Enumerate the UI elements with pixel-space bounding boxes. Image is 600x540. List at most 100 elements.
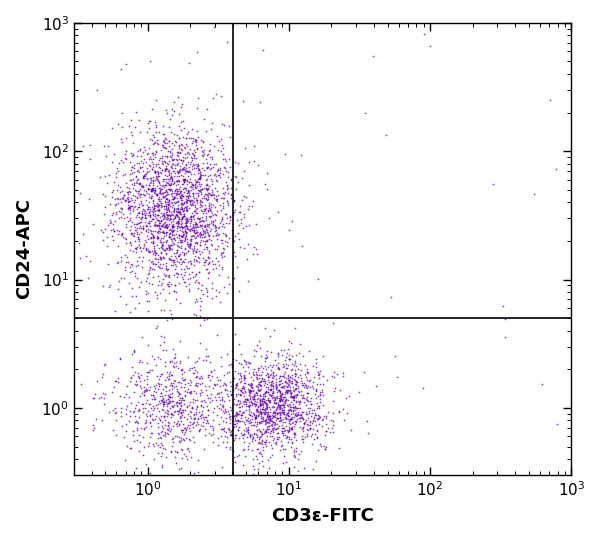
Point [166,179,176,187]
Point [251,451,261,460]
Point [178,227,187,235]
Point [113,181,123,190]
Point [296,360,305,368]
Point [142,175,151,184]
Point [283,382,292,391]
Point [275,410,285,418]
Point [272,409,282,417]
Point [213,230,223,239]
Point [260,428,270,436]
Point [176,232,186,240]
Point [302,383,311,392]
Point [191,373,201,381]
Point [181,222,191,231]
Point [132,436,142,444]
Point [265,453,275,462]
Point [193,297,202,306]
Point [284,226,294,235]
Point [217,425,226,434]
Point [144,266,154,274]
Point [278,360,287,369]
Point [178,435,188,444]
Point [253,160,263,169]
Point [272,383,281,391]
Point [176,383,185,391]
Point [262,402,271,411]
Point [226,183,235,192]
Point [137,180,146,189]
Point [199,233,209,241]
Point [149,242,158,251]
Point [253,405,262,414]
Point [284,422,293,431]
Point [298,381,307,389]
Point [212,195,221,204]
Point [169,220,178,228]
Point [116,404,126,413]
Point [262,411,272,420]
Point [188,200,198,209]
Point [123,200,133,209]
Point [275,446,285,455]
Point [282,388,292,397]
Point [298,432,307,441]
Point [125,246,135,254]
Point [178,199,187,207]
Point [181,387,190,395]
Point [167,393,176,402]
Point [104,408,114,416]
Point [223,407,232,416]
Point [123,204,133,212]
Point [171,210,181,219]
Point [191,219,200,227]
Point [167,148,177,157]
Point [107,387,116,396]
Point [227,426,236,435]
Point [245,432,254,441]
Point [172,254,181,262]
Point [108,186,118,194]
Point [123,193,133,201]
Point [274,416,284,425]
Point [122,179,131,187]
Point [206,190,216,199]
Point [148,163,158,172]
Point [98,372,107,381]
Point [148,233,157,241]
Point [181,168,190,177]
Point [173,270,183,279]
Point [140,242,149,251]
Point [148,239,158,247]
Point [127,127,136,136]
Point [272,433,282,441]
Point [146,176,155,185]
Point [108,406,118,414]
Point [212,225,221,234]
Point [199,230,208,238]
Point [186,237,196,246]
Point [257,449,266,458]
Point [159,201,169,210]
Point [134,447,143,456]
Point [202,416,212,424]
Point [191,200,200,209]
Point [220,155,230,164]
Point [166,409,176,417]
Point [166,252,175,260]
Point [172,401,182,409]
Point [251,407,261,415]
Point [188,397,198,406]
Point [267,391,277,400]
Point [213,256,223,265]
Point [287,370,297,379]
Point [141,286,151,295]
Point [244,403,254,411]
Point [182,148,191,157]
Point [248,197,257,206]
Point [183,195,193,204]
Point [244,380,254,388]
Point [134,212,144,221]
Point [184,241,194,249]
Point [194,164,203,173]
Point [198,237,208,246]
